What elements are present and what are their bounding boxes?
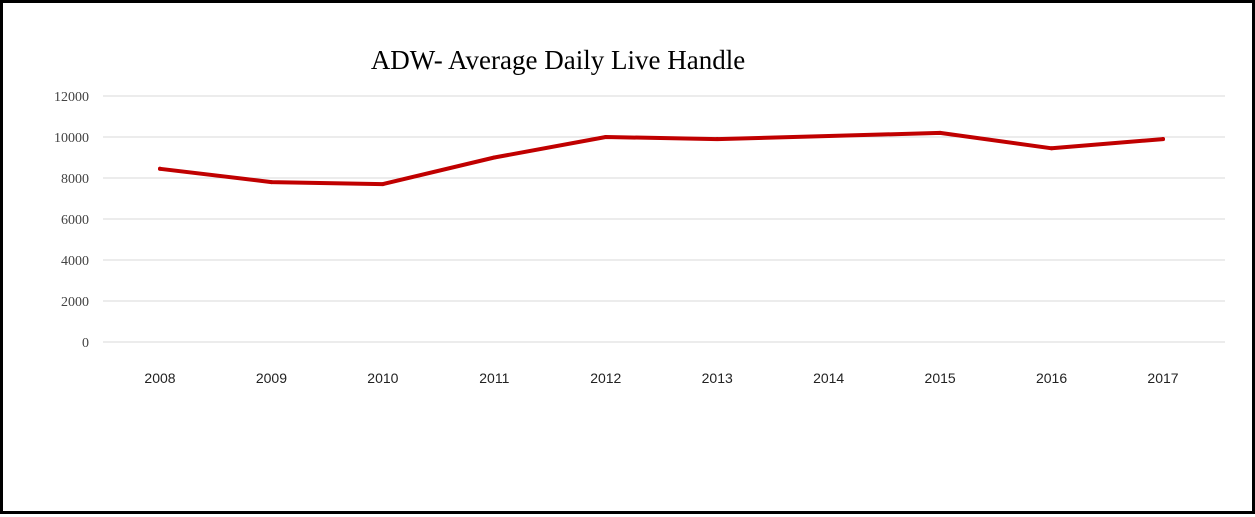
x-tick-label: 2008 <box>144 370 175 386</box>
series-line-0 <box>158 130 1165 187</box>
data-point-2015 <box>938 130 943 135</box>
y-tick-label: 8000 <box>61 172 89 187</box>
data-point-2017 <box>1161 137 1165 142</box>
y-tick-label: 6000 <box>61 213 89 228</box>
data-point-2012 <box>603 135 608 139</box>
x-tick-label: 2010 <box>367 370 398 386</box>
data-point-2014 <box>826 133 831 138</box>
x-tick-label: 2017 <box>1147 370 1178 386</box>
x-tick-label: 2016 <box>1036 370 1067 386</box>
y-tick-label: 10000 <box>54 131 89 146</box>
line-chart: ADW- Average Daily Live Handle 0 2000 4000… <box>54 45 1225 386</box>
y-axis-ticks: 0 2000 4000 6000 8000 10000 12000 <box>54 90 89 351</box>
data-point-2016 <box>1049 146 1054 151</box>
gridlines <box>103 95 1225 343</box>
x-tick-label: 2013 <box>702 370 733 386</box>
x-tick-label: 2011 <box>479 370 509 386</box>
x-tick-label: 2014 <box>813 370 844 386</box>
data-point-2013 <box>715 137 720 142</box>
data-point-2010 <box>380 182 385 187</box>
chart-title: ADW- Average Daily Live Handle <box>371 45 745 75</box>
data-point-2011 <box>492 155 497 160</box>
y-tick-label: 0 <box>82 336 89 351</box>
data-point-2009 <box>269 180 274 185</box>
x-tick-label: 2012 <box>590 370 621 386</box>
y-tick-label: 2000 <box>61 295 89 310</box>
y-tick-label: 12000 <box>54 90 89 105</box>
x-axis-ticks: 2008 2009 2010 2011 2012 2013 2014 2015 2016 2017 <box>144 370 1178 386</box>
data-point-2008 <box>158 166 162 171</box>
x-tick-label: 2009 <box>256 370 287 386</box>
y-tick-label: 4000 <box>61 254 89 269</box>
x-tick-label: 2015 <box>925 370 956 386</box>
series-layer <box>158 130 1165 187</box>
